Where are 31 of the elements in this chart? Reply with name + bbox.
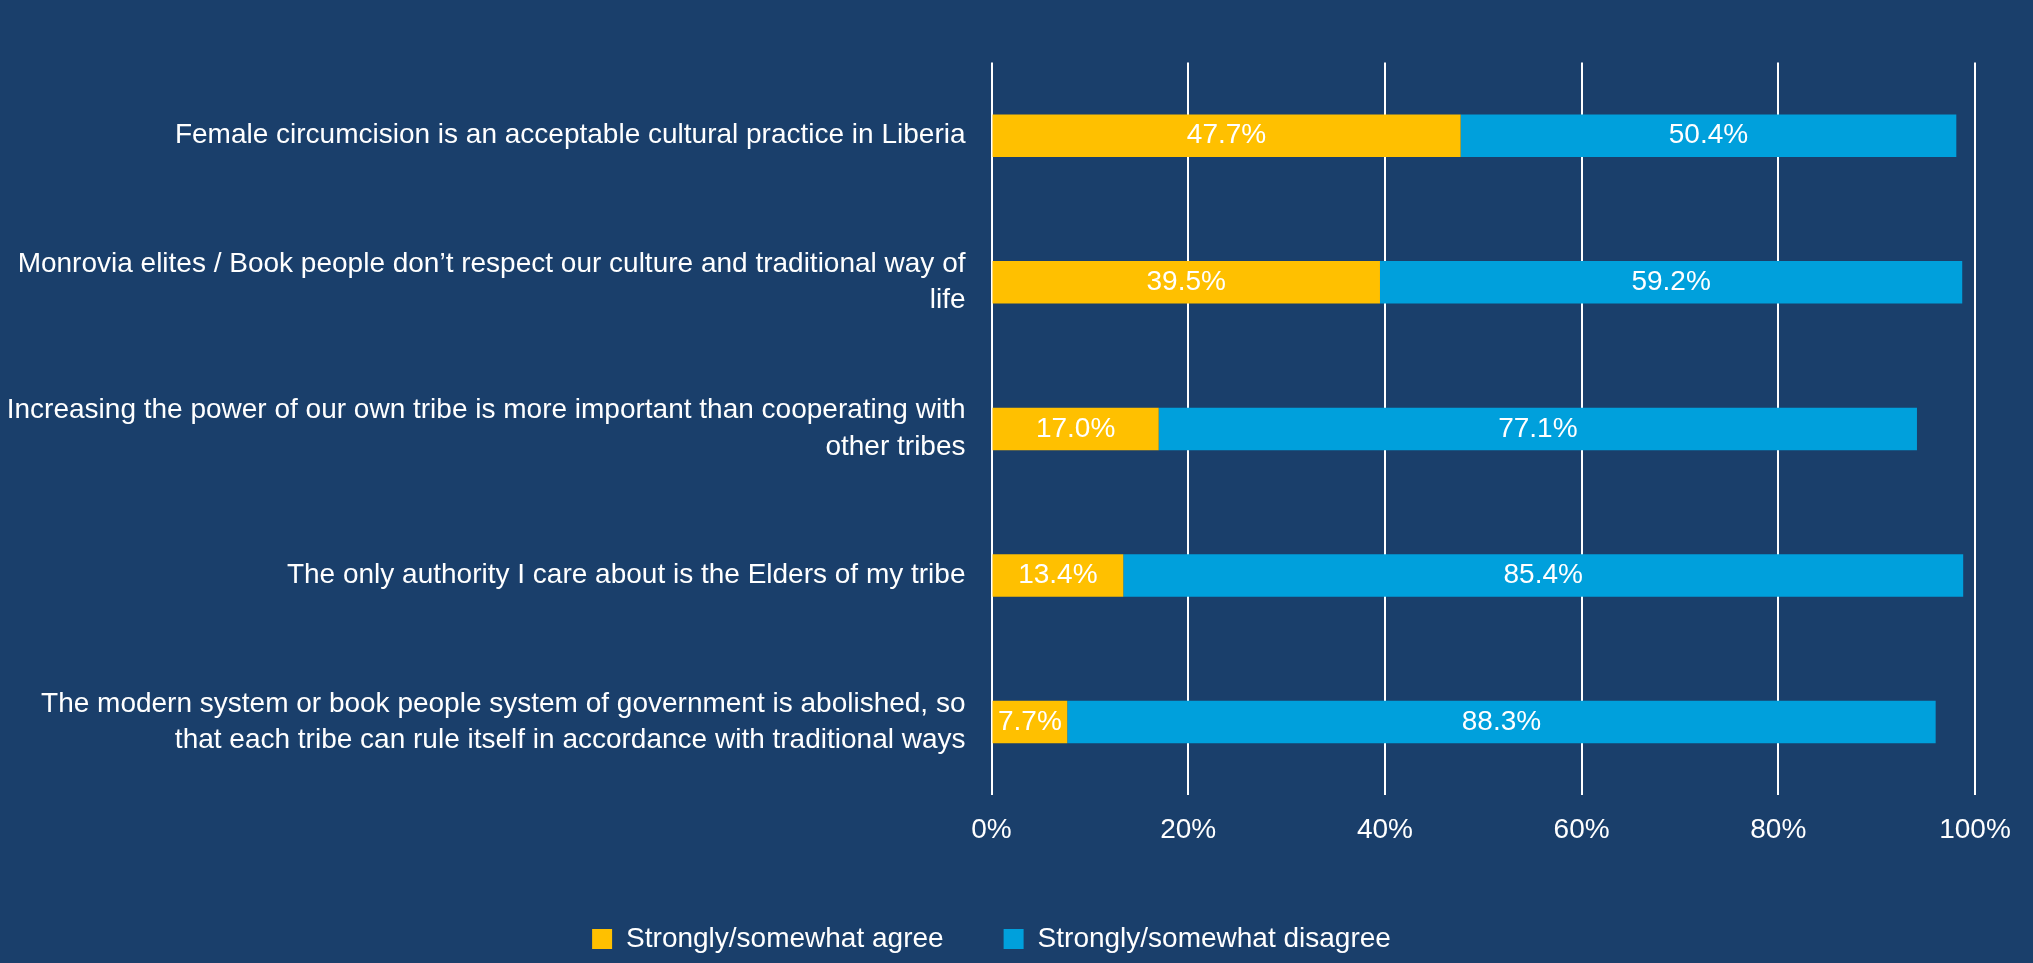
x-tick-label: 60% (1553, 812, 1610, 844)
y-tick-label: Increasing the power of our own tribe is more important than cooperating with other tribes (6, 393, 966, 461)
legend-label: Strongly/somewhat agree (626, 921, 944, 953)
data-label: 7.7% (997, 704, 1062, 736)
data-label: 85.4% (1503, 558, 1583, 590)
bar (1123, 554, 1964, 597)
x-tick-label: 20% (1160, 812, 1217, 844)
data-label: 50.4% (1668, 118, 1749, 150)
data-label: 13.4% (1018, 558, 1098, 590)
y-tick-label: The modern system or book people system of government is abolished, so that each tribe can rule itself in accordance with traditional ways (41, 686, 966, 755)
y-tick-label: Female circumcision is an acceptable cultural practice in Liberia (174, 118, 966, 150)
data-label: 77.1% (1498, 411, 1578, 443)
data-label: 39.5% (1146, 265, 1226, 297)
x-tick-label: 80% (1750, 812, 1807, 844)
x-tick-label: 0% (971, 812, 1012, 844)
data-label: 88.3% (1461, 704, 1542, 736)
bar (1067, 700, 1936, 744)
x-tick-label: 100% (1939, 812, 2011, 844)
x-tick-label: 40% (1356, 812, 1413, 844)
y-tick-label: Monrovia elites / Book people don’t respect our culture and traditional way of life (17, 246, 966, 315)
bar (992, 407, 1159, 451)
data-label: 47.7% (1186, 118, 1267, 150)
data-label: 17.0% (1035, 411, 1116, 443)
bar (992, 261, 1380, 304)
legend-label: Strongly/somewhat disagree (1037, 921, 1391, 953)
bar (1158, 407, 1917, 451)
bar (1460, 114, 1957, 157)
data-label: 59.2% (1631, 265, 1711, 297)
bar (1379, 261, 1963, 304)
y-tick-label: The only authority I care about is the Elders of my tribe (286, 558, 966, 590)
bar (992, 114, 1461, 157)
